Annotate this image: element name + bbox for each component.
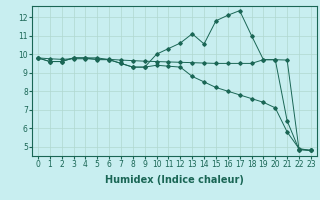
X-axis label: Humidex (Indice chaleur): Humidex (Indice chaleur) <box>105 175 244 185</box>
